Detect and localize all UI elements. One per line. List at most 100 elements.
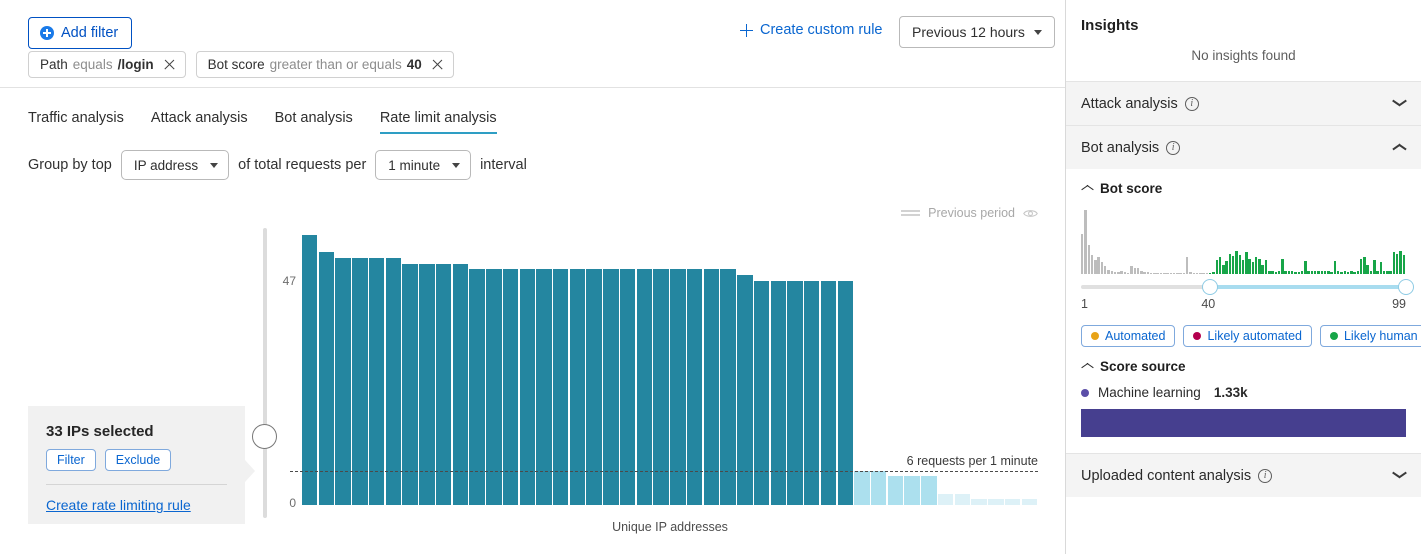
chart-bar[interactable]	[469, 235, 486, 505]
chart-bar[interactable]	[870, 235, 888, 505]
bot-score-subsection-header[interactable]: Bot score	[1081, 169, 1406, 196]
range-fill	[1210, 285, 1406, 289]
chart-bar[interactable]	[368, 235, 386, 505]
chart-bar[interactable]	[904, 235, 921, 505]
chart-bar[interactable]	[586, 235, 603, 505]
filter-chip-path[interactable]: Path equals /login	[28, 51, 186, 78]
close-icon[interactable]	[163, 58, 176, 71]
chart-bar[interactable]	[971, 235, 988, 505]
group-by-prefix-label: Group by top	[28, 157, 112, 173]
chart-bar[interactable]	[553, 235, 570, 505]
exclude-button[interactable]: Exclude	[104, 449, 172, 471]
histogram-bar	[1159, 272, 1163, 274]
chart-bar[interactable]	[352, 235, 369, 505]
badge-label: Automated	[1105, 329, 1166, 343]
add-filter-button[interactable]: Add filter	[28, 17, 133, 49]
filter-button[interactable]: Filter	[46, 449, 96, 471]
bot-score-range-slider[interactable]	[1081, 278, 1414, 296]
badge-automated[interactable]: Automated	[1081, 325, 1176, 347]
tab-bot-analysis[interactable]: Bot analysis	[274, 110, 353, 126]
threshold-slider-track[interactable]	[252, 228, 277, 518]
chart-bar[interactable]	[603, 235, 620, 505]
histogram-bar	[1392, 252, 1396, 274]
histogram-bar	[1369, 271, 1373, 274]
histogram-bar	[1402, 254, 1406, 274]
chart-bar[interactable]	[937, 235, 955, 505]
chart-bar[interactable]	[837, 235, 855, 505]
histogram-bar	[1297, 272, 1301, 274]
chart-bar[interactable]	[1004, 235, 1022, 505]
chart-bar[interactable]	[820, 235, 838, 505]
dimension-select[interactable]: IP address	[120, 150, 230, 180]
chart-bar[interactable]	[385, 235, 403, 505]
section-uploaded-content-analysis[interactable]: Uploaded content analysis i	[1066, 453, 1421, 497]
chart-bar[interactable]	[402, 235, 419, 505]
eye-icon[interactable]	[1023, 208, 1038, 219]
tab-traffic-analysis[interactable]: Traffic analysis	[28, 110, 124, 126]
chart-bar[interactable]	[887, 235, 905, 505]
rate-limit-chart: Previous period 47 0 6 requests per 1 mi…	[0, 190, 1066, 554]
chart-bar[interactable]	[921, 235, 938, 505]
chart-bar[interactable]	[519, 235, 537, 505]
histogram-bar	[1261, 265, 1264, 274]
filter-chip-bot-score[interactable]: Bot score greater than or equals 40	[195, 51, 454, 78]
histogram-bar	[1140, 270, 1143, 274]
chart-bar[interactable]	[536, 235, 553, 505]
chart-bar[interactable]	[988, 235, 1005, 505]
chart-bar[interactable]	[737, 235, 754, 505]
chart-bar[interactable]	[670, 235, 687, 505]
create-rate-limiting-rule-link[interactable]: Create rate limiting rule	[46, 497, 191, 513]
chart-bar[interactable]	[636, 235, 654, 505]
chart-bar[interactable]	[435, 235, 453, 505]
chart-bar[interactable]	[1021, 235, 1039, 505]
chart-bar[interactable]	[753, 235, 771, 505]
histogram-bar	[1346, 272, 1350, 274]
chart-bar[interactable]	[619, 235, 637, 505]
chart-bar[interactable]	[854, 235, 871, 505]
histogram-bar	[1199, 272, 1202, 274]
chart-bar[interactable]	[502, 235, 520, 505]
info-icon[interactable]: i	[1258, 468, 1273, 483]
main-panel: Add filter Path equals /login Bot score …	[0, 0, 1066, 554]
chart-bar[interactable]	[954, 235, 972, 505]
threshold-slider-handle[interactable]	[252, 423, 277, 449]
histogram-bar	[1373, 259, 1376, 274]
histogram-bar	[1202, 272, 1205, 274]
info-icon[interactable]: i	[1184, 96, 1199, 111]
section-attack-analysis[interactable]: Attack analysis i	[1066, 81, 1421, 125]
chart-bar[interactable]	[335, 235, 352, 505]
chart-bar[interactable]	[419, 235, 436, 505]
close-icon[interactable]	[431, 58, 444, 71]
selection-card: 33 IPs selected Filter Exclude Create ra…	[28, 406, 255, 524]
chart-bar[interactable]	[302, 235, 319, 505]
tab-attack-analysis[interactable]: Attack analysis	[150, 110, 248, 126]
chart-bar[interactable]	[686, 235, 704, 505]
histogram-bar	[1107, 270, 1110, 274]
chart-bar[interactable]	[486, 235, 503, 505]
section-bot-analysis[interactable]: Bot analysis i	[1066, 125, 1421, 169]
badge-likely-human[interactable]: Likely human	[1319, 325, 1421, 347]
badge-likely-automated[interactable]: Likely automated	[1183, 325, 1312, 347]
chart-bar[interactable]	[720, 235, 737, 505]
chart-bar[interactable]	[770, 235, 788, 505]
time-range-selector[interactable]: Previous 12 hours	[899, 16, 1055, 48]
chart-bar[interactable]	[804, 235, 821, 505]
score-source-value: 1.33k	[1213, 385, 1248, 400]
tab-rate-limit-analysis[interactable]: Rate limit analysis	[379, 110, 497, 134]
histogram-bar	[1222, 265, 1225, 274]
score-source-subsection-header[interactable]: Score source	[1081, 347, 1406, 374]
interval-select[interactable]: 1 minute	[375, 150, 472, 180]
range-handle-max[interactable]	[1398, 279, 1414, 295]
info-icon[interactable]: i	[1166, 140, 1181, 155]
chart-bar[interactable]	[653, 235, 670, 505]
chart-bar[interactable]	[318, 235, 336, 505]
create-custom-rule-link[interactable]: Create custom rule	[740, 22, 883, 38]
chart-bar[interactable]	[703, 235, 721, 505]
chart-bar[interactable]	[569, 235, 587, 505]
chart-bar[interactable]	[787, 235, 804, 505]
chart-bar[interactable]	[452, 235, 470, 505]
range-handle-min[interactable]	[1202, 279, 1219, 295]
histogram-bar	[1248, 258, 1251, 274]
filter-chip-key: Path	[40, 57, 68, 72]
histogram-bar	[1396, 253, 1399, 274]
